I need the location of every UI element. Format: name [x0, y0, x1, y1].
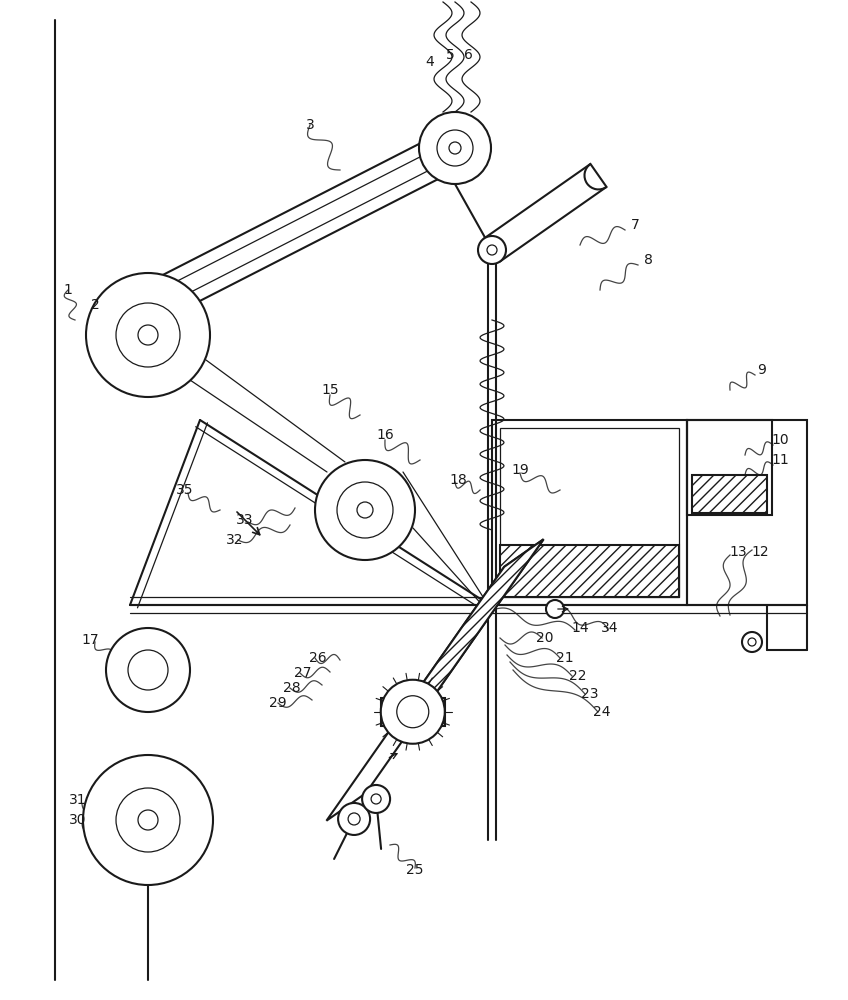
Circle shape [116, 303, 180, 367]
Text: 27: 27 [294, 666, 312, 680]
Circle shape [315, 460, 415, 560]
Text: 6: 6 [464, 48, 472, 62]
Text: 31: 31 [70, 793, 86, 807]
Circle shape [357, 502, 373, 518]
Polygon shape [139, 130, 464, 323]
Circle shape [437, 130, 473, 166]
Polygon shape [484, 164, 606, 261]
Text: 13: 13 [729, 545, 747, 559]
Text: 7: 7 [631, 218, 639, 232]
Text: 33: 33 [237, 513, 254, 527]
Text: 15: 15 [321, 383, 339, 397]
Circle shape [128, 650, 168, 690]
Text: 28: 28 [283, 681, 301, 695]
Circle shape [487, 245, 497, 255]
Text: 1: 1 [64, 283, 72, 297]
Text: 17: 17 [81, 633, 99, 647]
Bar [500, 545, 679, 597]
Circle shape [338, 803, 370, 835]
Circle shape [86, 273, 210, 397]
Circle shape [348, 813, 360, 825]
Bar [500, 428, 679, 597]
Circle shape [397, 696, 429, 728]
Text: 29: 29 [269, 696, 287, 710]
Text: 30: 30 [70, 813, 86, 827]
Circle shape [138, 810, 158, 830]
Bar [381, 698, 444, 726]
Circle shape [116, 788, 180, 852]
Text: 10: 10 [771, 433, 789, 447]
Circle shape [381, 680, 444, 744]
Text: 11: 11 [771, 453, 789, 467]
Text: 16: 16 [377, 428, 393, 442]
Polygon shape [388, 539, 544, 732]
Bar [687, 420, 807, 605]
Text: 12: 12 [751, 545, 769, 559]
Circle shape [449, 142, 461, 154]
Circle shape [106, 628, 190, 712]
Text: 19: 19 [511, 463, 529, 477]
Circle shape [83, 755, 213, 885]
Circle shape [546, 600, 564, 618]
Polygon shape [326, 539, 544, 821]
Text: 32: 32 [226, 533, 243, 547]
Circle shape [138, 325, 158, 345]
Text: 8: 8 [644, 253, 652, 267]
Text: 34: 34 [601, 621, 619, 635]
Bar [692, 475, 767, 513]
Circle shape [748, 638, 756, 646]
Circle shape [478, 236, 506, 264]
Circle shape [742, 632, 762, 652]
Text: 23: 23 [581, 687, 599, 701]
Text: 5: 5 [446, 48, 455, 62]
Text: 24: 24 [594, 705, 611, 719]
Circle shape [362, 785, 390, 813]
Text: 3: 3 [305, 118, 315, 132]
Text: 26: 26 [310, 651, 326, 665]
Text: 21: 21 [556, 651, 574, 665]
Text: 25: 25 [406, 863, 424, 877]
Text: 4: 4 [426, 55, 434, 69]
Circle shape [337, 482, 393, 538]
Bar [687, 420, 772, 515]
Bar [492, 420, 687, 605]
Text: 2: 2 [91, 298, 99, 312]
Text: 35: 35 [176, 483, 193, 497]
Text: 22: 22 [569, 669, 587, 683]
Text: 20: 20 [536, 631, 554, 645]
Text: 9: 9 [757, 363, 767, 377]
Text: 14: 14 [572, 621, 589, 635]
Circle shape [419, 112, 491, 184]
Circle shape [371, 794, 381, 804]
Text: 18: 18 [449, 473, 467, 487]
